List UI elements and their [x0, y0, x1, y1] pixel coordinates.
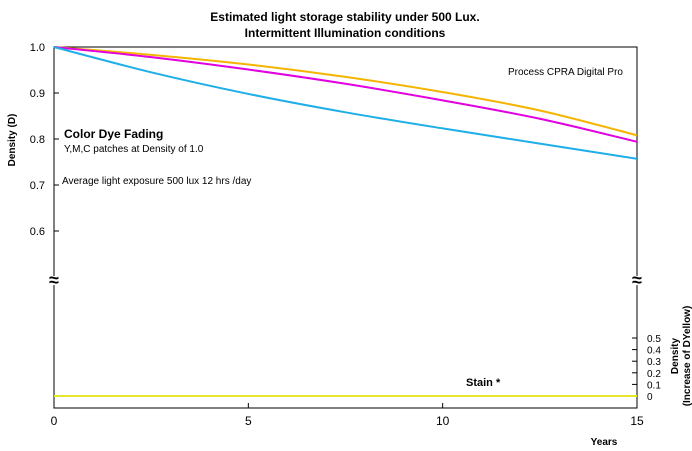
- series-line-cyan-dye: [53, 46, 638, 160]
- chart-title-line2: Intermittent Illumination conditions: [245, 26, 446, 40]
- stain-label: Stain *: [466, 377, 501, 389]
- y-right-tick-label: 0.2: [647, 369, 661, 380]
- y-right-tick-label: 0.4: [647, 346, 661, 357]
- y-axis-right-label-line1: Density: [670, 338, 681, 375]
- y-axis-left-ticks: 1.0 0.9 0.8 0.7 0.6: [30, 42, 59, 238]
- y-right-tick-label: 0.1: [647, 380, 661, 391]
- y-left-tick-label: 0.8: [30, 134, 45, 146]
- x-axis-label: Years: [591, 437, 618, 448]
- axis-break-left: ≈: [49, 270, 59, 290]
- y-right-tick-label: 0: [647, 392, 653, 403]
- y-axis-right-label-line2: (Increase of DYellow): [682, 306, 692, 407]
- y-right-tick-label: 0.3: [647, 357, 661, 368]
- y-left-tick-label: 0.7: [30, 180, 45, 192]
- y-right-tick-label: 0.5: [647, 334, 661, 345]
- y-axis-right-ticks: 0.50.40.30.20.10: [632, 334, 661, 403]
- axis-break-left-gap: [48, 276, 60, 285]
- series-line-yellow-dye: [53, 46, 638, 137]
- x-axis-ticks: 0 5 10 15: [51, 403, 644, 428]
- axis-break-right-gap: [631, 276, 643, 285]
- y-axis-left-label: Density (D): [7, 114, 18, 167]
- y-left-tick-label: 1.0: [30, 42, 45, 54]
- color-dye-fading-heading: Color Dye Fading: [64, 127, 163, 141]
- y-left-tick-label: 0.6: [30, 226, 45, 238]
- y-left-tick-label: 0.9: [30, 88, 45, 100]
- process-label: Process CPRA Digital Pro: [508, 67, 623, 78]
- series-line-magenta-dye: [53, 46, 638, 143]
- plot-frame: [53, 46, 638, 409]
- series-layer: [53, 46, 638, 398]
- x-tick-label: 5: [245, 414, 252, 428]
- x-tick-label: 10: [436, 414, 450, 428]
- x-tick-label: 15: [630, 414, 644, 428]
- axis-break-right: ≈: [632, 270, 642, 290]
- x-tick-label: 0: [51, 414, 58, 428]
- chart-title-line1: Estimated light storage stability under …: [210, 10, 479, 24]
- exposure-note: Average light exposure 500 lux 12 hrs /d…: [62, 176, 251, 187]
- patches-note: Y,M,C patches at Density of 1.0: [64, 144, 204, 155]
